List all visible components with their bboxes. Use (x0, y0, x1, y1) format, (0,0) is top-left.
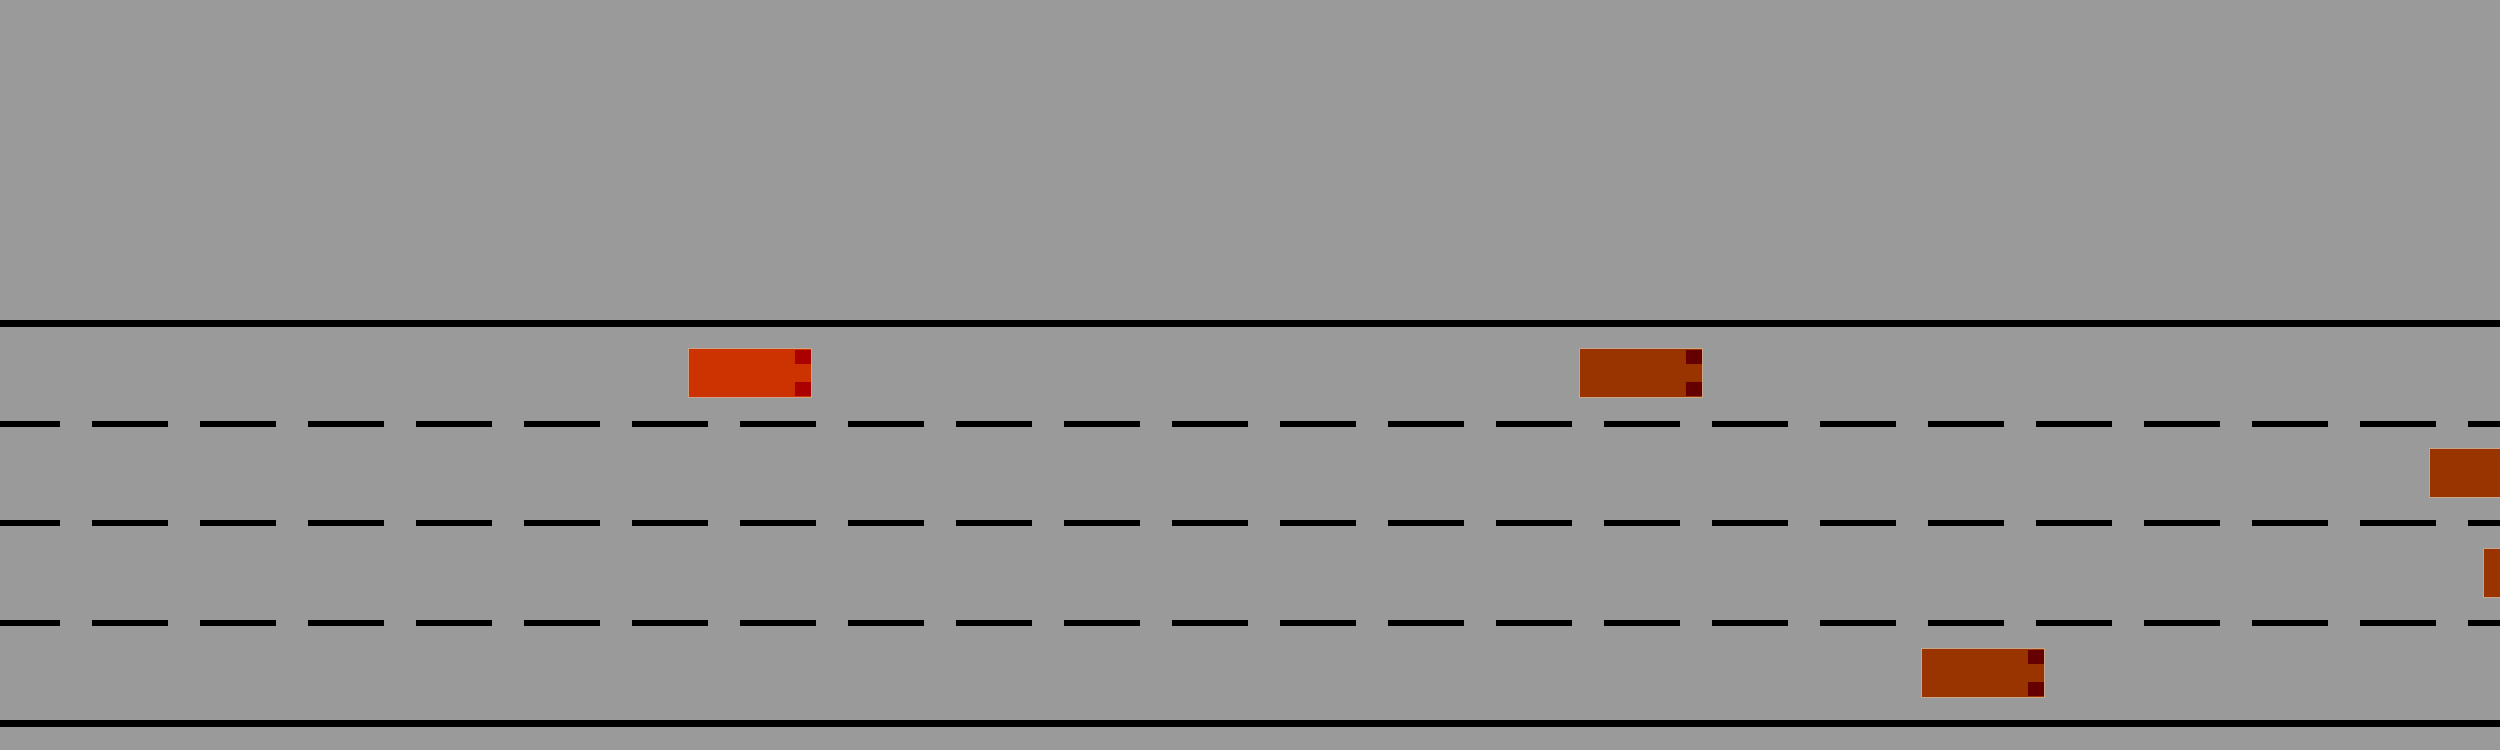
traffic-car-2 (2429, 448, 2500, 498)
lane-divider-1 (0, 421, 2500, 427)
road-edge-bottom (0, 720, 2500, 727)
traffic-car-1-light-top (1686, 350, 1702, 364)
road-edge-top (0, 320, 2500, 327)
lane-divider-3 (0, 620, 2500, 626)
traffic-car-4-light-top (2028, 650, 2044, 664)
traffic-car-1-light-bottom (1686, 382, 1702, 396)
lane-divider-2 (0, 520, 2500, 526)
traffic-car-1 (1579, 348, 1703, 398)
player-car (688, 348, 812, 398)
traffic-car-3 (2483, 548, 2500, 598)
traffic-car-4 (1921, 648, 2045, 698)
player-car-taillight-bottom (795, 382, 811, 396)
traffic-car-4-light-bottom (2028, 682, 2044, 696)
player-car-taillight-top (795, 350, 811, 364)
